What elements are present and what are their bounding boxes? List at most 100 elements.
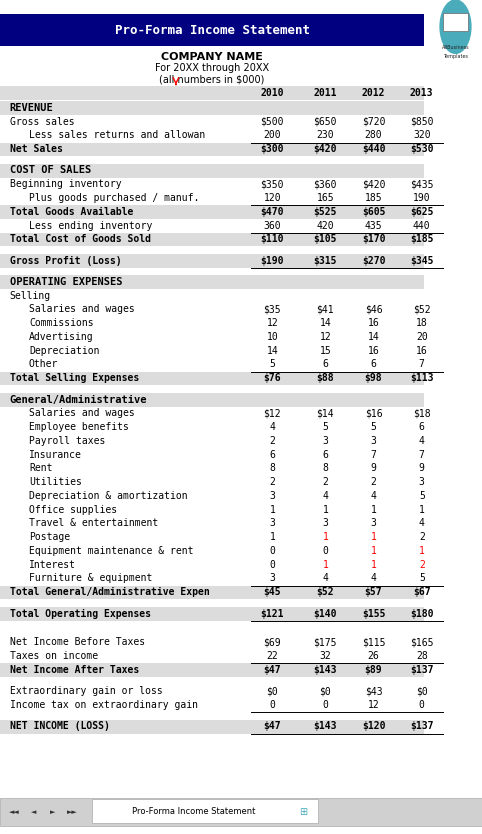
- Text: 3: 3: [419, 477, 425, 487]
- Text: 2010: 2010: [261, 88, 284, 98]
- Text: Rent: Rent: [29, 464, 53, 474]
- Text: 1: 1: [322, 532, 328, 542]
- Text: (all numbers in $000): (all numbers in $000): [160, 74, 265, 84]
- Text: $650: $650: [314, 117, 337, 127]
- Bar: [0, 233, 424, 246]
- Text: $165: $165: [410, 637, 433, 647]
- Text: $350: $350: [261, 179, 284, 189]
- Bar: [0, 254, 424, 268]
- Text: 420: 420: [317, 220, 334, 230]
- Text: Salaries and wages: Salaries and wages: [29, 409, 134, 419]
- Text: $57: $57: [365, 587, 382, 597]
- Text: $18: $18: [413, 409, 430, 419]
- Text: NET INCOME (LOSS): NET INCOME (LOSS): [10, 721, 109, 731]
- Text: 5: 5: [371, 422, 376, 432]
- Text: 2012: 2012: [362, 88, 385, 98]
- Bar: [0, 163, 424, 178]
- Text: ⊞: ⊞: [300, 807, 308, 816]
- Text: $43: $43: [365, 686, 382, 696]
- Text: $525: $525: [314, 207, 337, 217]
- Text: $155: $155: [362, 609, 385, 619]
- Text: Total General/Administrative Expen: Total General/Administrative Expen: [10, 587, 209, 597]
- Text: ►►: ►►: [67, 809, 78, 815]
- Text: Commissions: Commissions: [29, 319, 94, 329]
- Text: Other: Other: [29, 359, 58, 369]
- Text: 0: 0: [322, 546, 328, 556]
- Text: Net Income Before Taxes: Net Income Before Taxes: [10, 637, 145, 647]
- Text: 4: 4: [419, 436, 425, 446]
- Text: 6: 6: [419, 422, 425, 432]
- Text: Less ending inventory: Less ending inventory: [29, 220, 152, 230]
- Text: For 20XX through 20XX: For 20XX through 20XX: [155, 63, 269, 73]
- Text: $300: $300: [261, 144, 284, 154]
- Text: 1: 1: [322, 560, 328, 570]
- Text: $52: $52: [413, 304, 430, 314]
- Text: 1: 1: [371, 505, 376, 515]
- Text: 4: 4: [322, 574, 328, 584]
- Text: 185: 185: [365, 193, 382, 203]
- Text: $35: $35: [264, 304, 281, 314]
- Text: 2: 2: [419, 560, 425, 570]
- Text: 0: 0: [322, 700, 328, 710]
- Text: Taxes on income: Taxes on income: [10, 651, 98, 661]
- Text: $12: $12: [264, 409, 281, 419]
- Text: 5: 5: [269, 359, 275, 369]
- Text: Plus goods purchased / manuf.: Plus goods purchased / manuf.: [29, 193, 199, 203]
- Text: $88: $88: [317, 374, 334, 384]
- Text: Equipment maintenance & rent: Equipment maintenance & rent: [29, 546, 193, 556]
- Text: Interest: Interest: [29, 560, 76, 570]
- Text: 3: 3: [269, 491, 275, 501]
- Text: $500: $500: [261, 117, 284, 127]
- Text: 1: 1: [322, 505, 328, 515]
- Text: Less sales returns and allowan: Less sales returns and allowan: [29, 130, 205, 140]
- Text: Extraordinary gain or loss: Extraordinary gain or loss: [10, 686, 162, 696]
- Text: 14: 14: [320, 319, 331, 329]
- Text: 7: 7: [419, 359, 425, 369]
- Text: 2: 2: [371, 477, 376, 487]
- Text: Payroll taxes: Payroll taxes: [29, 436, 105, 446]
- Text: 7: 7: [419, 450, 425, 460]
- Text: 8: 8: [269, 464, 275, 474]
- Text: REVENUE: REVENUE: [10, 103, 54, 113]
- Text: $720: $720: [362, 117, 385, 127]
- Text: 14: 14: [267, 346, 278, 356]
- Text: 6: 6: [269, 450, 275, 460]
- Bar: [92, 799, 318, 823]
- Bar: [0, 393, 424, 407]
- Text: 280: 280: [365, 130, 382, 140]
- Text: Net Sales: Net Sales: [10, 144, 63, 154]
- Bar: [0, 585, 424, 600]
- Text: $625: $625: [410, 207, 433, 217]
- Text: 16: 16: [416, 346, 428, 356]
- Text: 12: 12: [320, 332, 331, 342]
- Text: COST OF SALES: COST OF SALES: [10, 165, 91, 175]
- Text: $360: $360: [314, 179, 337, 189]
- Text: Total Operating Expenses: Total Operating Expenses: [10, 609, 151, 619]
- Text: $52: $52: [317, 587, 334, 597]
- Bar: [0, 275, 424, 289]
- Text: 2: 2: [322, 477, 328, 487]
- Text: $170: $170: [362, 234, 385, 244]
- Text: 12: 12: [368, 700, 379, 710]
- Text: ►: ►: [50, 809, 56, 815]
- Text: 26: 26: [368, 651, 379, 661]
- Text: $315: $315: [314, 255, 337, 265]
- Text: OPERATING EXPENSES: OPERATING EXPENSES: [10, 277, 122, 287]
- Text: Net Income After Taxes: Net Income After Taxes: [10, 665, 139, 675]
- Text: $121: $121: [261, 609, 284, 619]
- Text: Insurance: Insurance: [29, 450, 82, 460]
- Text: Travel & entertainment: Travel & entertainment: [29, 519, 158, 529]
- Text: 32: 32: [320, 651, 331, 661]
- Text: Depreciation & amortization: Depreciation & amortization: [29, 491, 187, 501]
- Text: $47: $47: [264, 665, 281, 675]
- Text: 3: 3: [371, 436, 376, 446]
- Text: 2: 2: [269, 436, 275, 446]
- Text: 1: 1: [419, 505, 425, 515]
- Text: $270: $270: [362, 255, 385, 265]
- Text: 5: 5: [322, 422, 328, 432]
- Text: Templates: Templates: [443, 54, 468, 59]
- Text: General/Administrative: General/Administrative: [10, 394, 147, 404]
- Text: 5: 5: [419, 491, 425, 501]
- Text: 4: 4: [371, 491, 376, 501]
- Bar: [0, 798, 482, 826]
